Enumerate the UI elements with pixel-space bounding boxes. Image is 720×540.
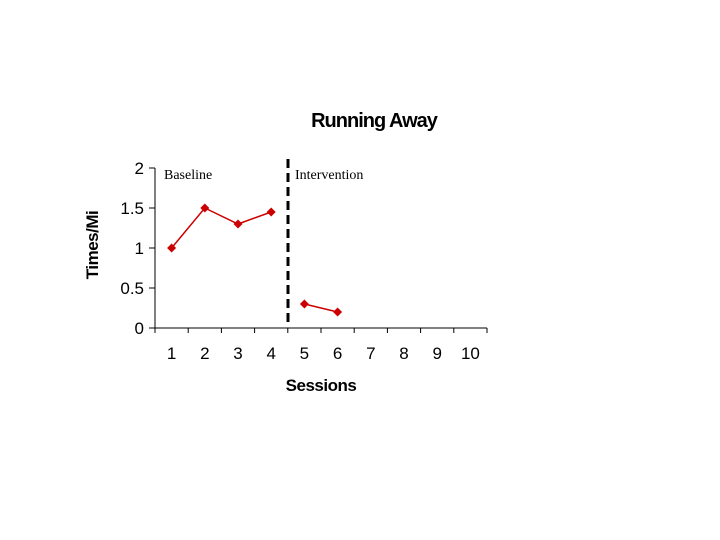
phase-label-intervention: Intervention — [295, 168, 363, 183]
series-lines — [171, 207, 338, 313]
series-line-segment — [304, 303, 338, 313]
series-line-segment — [171, 207, 272, 249]
x-ticks: 1 2 3 4 5 6 7 8 9 10 — [154, 328, 488, 363]
y-tick-label: 0.5 — [120, 279, 144, 298]
x-tick-label: 4 — [266, 344, 275, 363]
series-points — [167, 203, 343, 317]
data-point-diamond — [333, 307, 343, 317]
x-tick-label: 8 — [399, 344, 408, 363]
data-point-diamond — [200, 203, 210, 213]
x-tick-label: 10 — [461, 344, 480, 363]
x-tick-label: 3 — [233, 344, 242, 363]
x-tick-label: 1 — [167, 344, 176, 363]
y-axis-label: Times/Mi — [83, 211, 102, 279]
chart-title: Running Away — [311, 110, 439, 132]
x-tick-label: 5 — [300, 344, 309, 363]
y-tick-label: 1.5 — [120, 199, 144, 218]
phase-label-baseline: Baseline — [164, 168, 212, 183]
x-tick-label: 7 — [366, 344, 375, 363]
y-axis-label-group: Times/Mi — [83, 211, 102, 279]
data-point-diamond — [167, 243, 177, 253]
y-tick-label: 0 — [135, 319, 144, 338]
x-tick-label: 2 — [200, 344, 209, 363]
data-point-diamond — [266, 207, 276, 217]
x-tick-label: 6 — [333, 344, 342, 363]
data-point-diamond — [233, 219, 243, 229]
y-ticks: 0 0.5 1 1.5 2 — [120, 159, 155, 338]
y-tick-label: 2 — [135, 159, 144, 178]
x-tick-label: 9 — [432, 344, 441, 363]
y-tick-label: 1 — [135, 239, 144, 258]
data-point-diamond — [299, 299, 309, 309]
x-axis-label: Sessions — [286, 376, 357, 395]
